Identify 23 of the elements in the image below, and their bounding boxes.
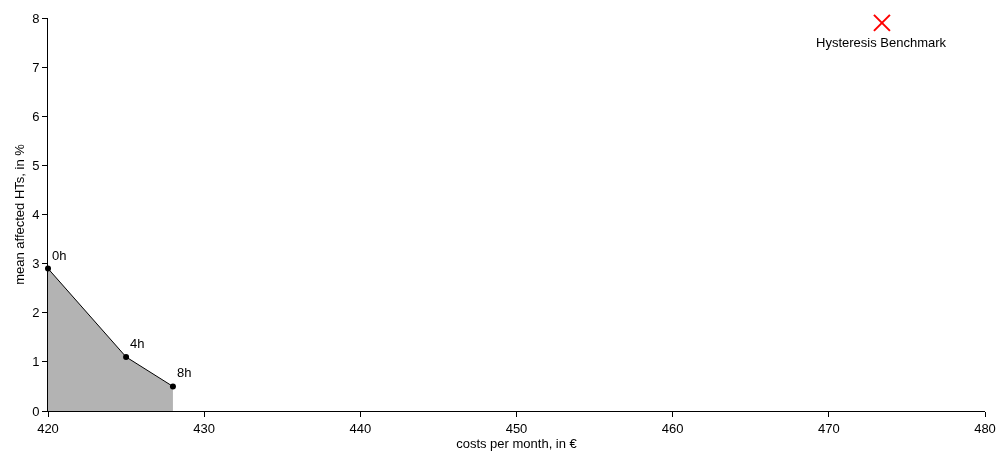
point: [872, 13, 891, 32]
annotation: 4h: [130, 336, 145, 351]
x-tick-label: 450: [505, 420, 528, 436]
x-axis-title: costs per month, in €: [456, 436, 578, 452]
annotation: 8h: [177, 365, 192, 380]
x-tick-label: 420: [37, 420, 59, 436]
y-tick-label: 0: [32, 403, 40, 419]
y-tick-label: 2: [32, 305, 40, 321]
y-tick-label: 1: [32, 354, 40, 370]
y-tick-label: 4: [32, 207, 40, 223]
y-tick-label: 6: [32, 108, 40, 124]
y-tick-label: 5: [32, 157, 40, 173]
x-tick-label: 440: [349, 420, 372, 436]
annotation: 0h: [52, 248, 67, 263]
y-tick-label: 3: [32, 256, 40, 272]
series-label: Hysteresis Benchmark: [816, 35, 947, 50]
y-axis-title: mean affected HTs, in %: [12, 143, 28, 285]
y-tick-label: 7: [32, 59, 40, 75]
x-tick-label: 460: [661, 420, 684, 436]
x-tick-label: 470: [817, 420, 840, 436]
x-tick-label: 430: [193, 420, 216, 436]
x-tick-label: 480: [974, 420, 996, 436]
y-tick-label: 8: [32, 10, 40, 26]
